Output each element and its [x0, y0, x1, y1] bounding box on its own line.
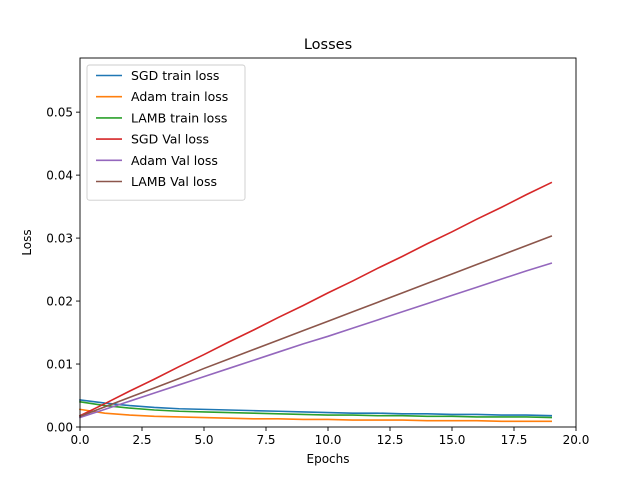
x-tick-label: 7.5	[256, 433, 275, 447]
series-line-5	[78, 262, 553, 419]
x-tick-label: 12.5	[377, 433, 404, 447]
legend: SGD train loss Adam train loss LAMB train …	[86, 64, 246, 201]
axes-layer: 0.0 2.5 5.0 7.5 10.0 12.5 15.0 17.5 20.0 0.00 0.01…	[46, 57, 590, 447]
legend-label: LAMB Val loss	[131, 174, 217, 189]
x-tick-label: 0.0	[70, 433, 89, 447]
series-line-3	[79, 400, 553, 419]
legend-label: LAMB train loss	[131, 110, 227, 125]
x-tick-label: 17.5	[501, 433, 528, 447]
x-tick-label: 2.5	[132, 433, 151, 447]
series-line-1	[79, 399, 553, 417]
y-tick-label: 0.01	[46, 358, 73, 372]
x-tick-label: 10.0	[315, 433, 342, 447]
x-tick-label: 15.0	[439, 433, 466, 447]
series-line-2	[79, 408, 553, 423]
y-tick-label: 0.02	[46, 295, 73, 309]
legend-label: Adam Val loss	[131, 153, 218, 168]
legend-label: Adam train loss	[131, 89, 228, 104]
y-tick-label: 0.05	[46, 106, 73, 120]
legend-label: SGD train loss	[131, 68, 219, 83]
y-tick-label: 0.04	[46, 169, 73, 183]
chart-title: Losses	[304, 37, 352, 53]
y-axis-label: Loss	[20, 229, 34, 255]
y-tick-label: 0.00	[46, 421, 73, 435]
y-tick-label: 0.03	[46, 232, 73, 246]
legend-label: SGD Val loss	[131, 132, 209, 147]
legend-box	[86, 64, 246, 201]
series-line-6	[78, 235, 553, 418]
series-layer	[78, 181, 553, 423]
x-tick-label: 20.0	[563, 433, 590, 447]
series-line-4	[78, 181, 553, 417]
x-tick-label: 5.0	[194, 433, 213, 447]
x-axis-label: Epochs	[307, 452, 350, 466]
